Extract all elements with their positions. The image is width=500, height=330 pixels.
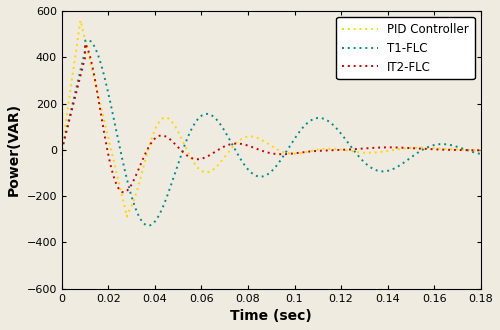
PID Controller — [372, 150, 378, 154]
T1-FLC — [59, 148, 65, 152]
IT2-FLC — [332, 148, 338, 152]
T1-FLC — [332, 124, 338, 128]
Legend: PID Controller, T1-FLC, IT2-FLC: PID Controller, T1-FLC, IT2-FLC — [336, 17, 475, 80]
Y-axis label: Power(VAR): Power(VAR) — [7, 103, 21, 196]
X-axis label: Time (sec): Time (sec) — [230, 309, 312, 323]
IT2-FLC — [59, 148, 65, 152]
T1-FLC — [478, 152, 484, 156]
PID Controller — [310, 148, 316, 152]
IT2-FLC — [310, 149, 316, 153]
PID Controller — [332, 147, 338, 151]
IT2-FLC — [219, 146, 225, 149]
IT2-FLC — [82, 42, 88, 46]
Line: T1-FLC: T1-FLC — [62, 40, 480, 226]
IT2-FLC — [135, 168, 141, 172]
Line: PID Controller: PID Controller — [62, 20, 480, 217]
PID Controller — [124, 215, 130, 219]
T1-FLC — [404, 159, 409, 163]
PID Controller — [219, 158, 225, 162]
Line: IT2-FLC: IT2-FLC — [62, 44, 480, 192]
PID Controller — [404, 146, 409, 150]
T1-FLC — [372, 168, 378, 172]
IT2-FLC — [404, 146, 409, 150]
IT2-FLC — [372, 146, 378, 150]
PID Controller — [135, 185, 141, 189]
T1-FLC — [146, 224, 152, 228]
T1-FLC — [84, 38, 90, 42]
PID Controller — [78, 18, 84, 22]
T1-FLC — [310, 117, 316, 121]
IT2-FLC — [120, 190, 126, 194]
PID Controller — [59, 148, 65, 152]
PID Controller — [478, 148, 484, 152]
T1-FLC — [219, 125, 225, 129]
T1-FLC — [135, 213, 141, 216]
IT2-FLC — [478, 148, 484, 152]
